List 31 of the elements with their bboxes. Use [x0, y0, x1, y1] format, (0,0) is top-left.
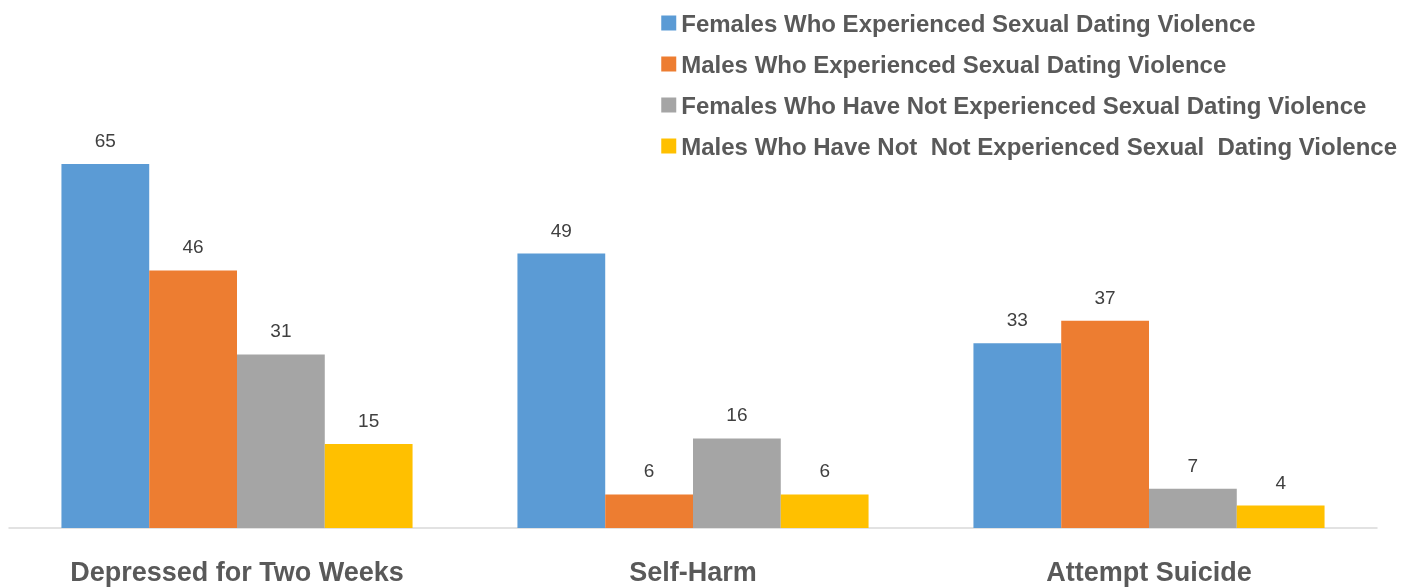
data-label: 6	[643, 460, 655, 482]
bar	[780, 494, 869, 528]
data-label: 6	[819, 460, 830, 482]
legend-label: Males Who Have Not Not Experienced Sexual Dating Violence	[681, 132, 1397, 160]
legend-label: Males Who Experienced Sexual Dating Violence	[681, 50, 1227, 78]
bar	[237, 354, 325, 528]
data-label: 46	[182, 236, 204, 258]
data-label: 37	[1094, 286, 1116, 308]
data-label: 65	[94, 130, 116, 151]
x-tick-label: Self-Harm	[629, 556, 757, 587]
legend-label: Females Who Have Not Experienced Sexual Dating Violence	[681, 91, 1367, 119]
data-label: 7	[1187, 454, 1199, 476]
data-label: 15	[358, 410, 380, 431]
legend-label: Females Who Experienced Sexual Dating Violence	[681, 9, 1256, 37]
x-tick-label: Attempt Suicide	[1046, 556, 1252, 587]
data-label: 16	[726, 404, 748, 426]
bar	[693, 438, 781, 528]
bar	[1236, 505, 1325, 528]
data-label: 4	[1275, 471, 1287, 493]
bar	[149, 270, 237, 528]
bar	[605, 494, 693, 528]
bar	[1061, 320, 1149, 528]
bar	[517, 253, 606, 528]
x-tick-label: Depressed for Two Weeks	[70, 556, 404, 587]
bar	[973, 343, 1062, 528]
bar	[324, 444, 413, 528]
data-label: 31	[270, 320, 292, 342]
data-label: 33	[1006, 309, 1028, 331]
bar	[61, 164, 150, 528]
data-label: 49	[550, 219, 572, 241]
bar	[1149, 488, 1237, 528]
